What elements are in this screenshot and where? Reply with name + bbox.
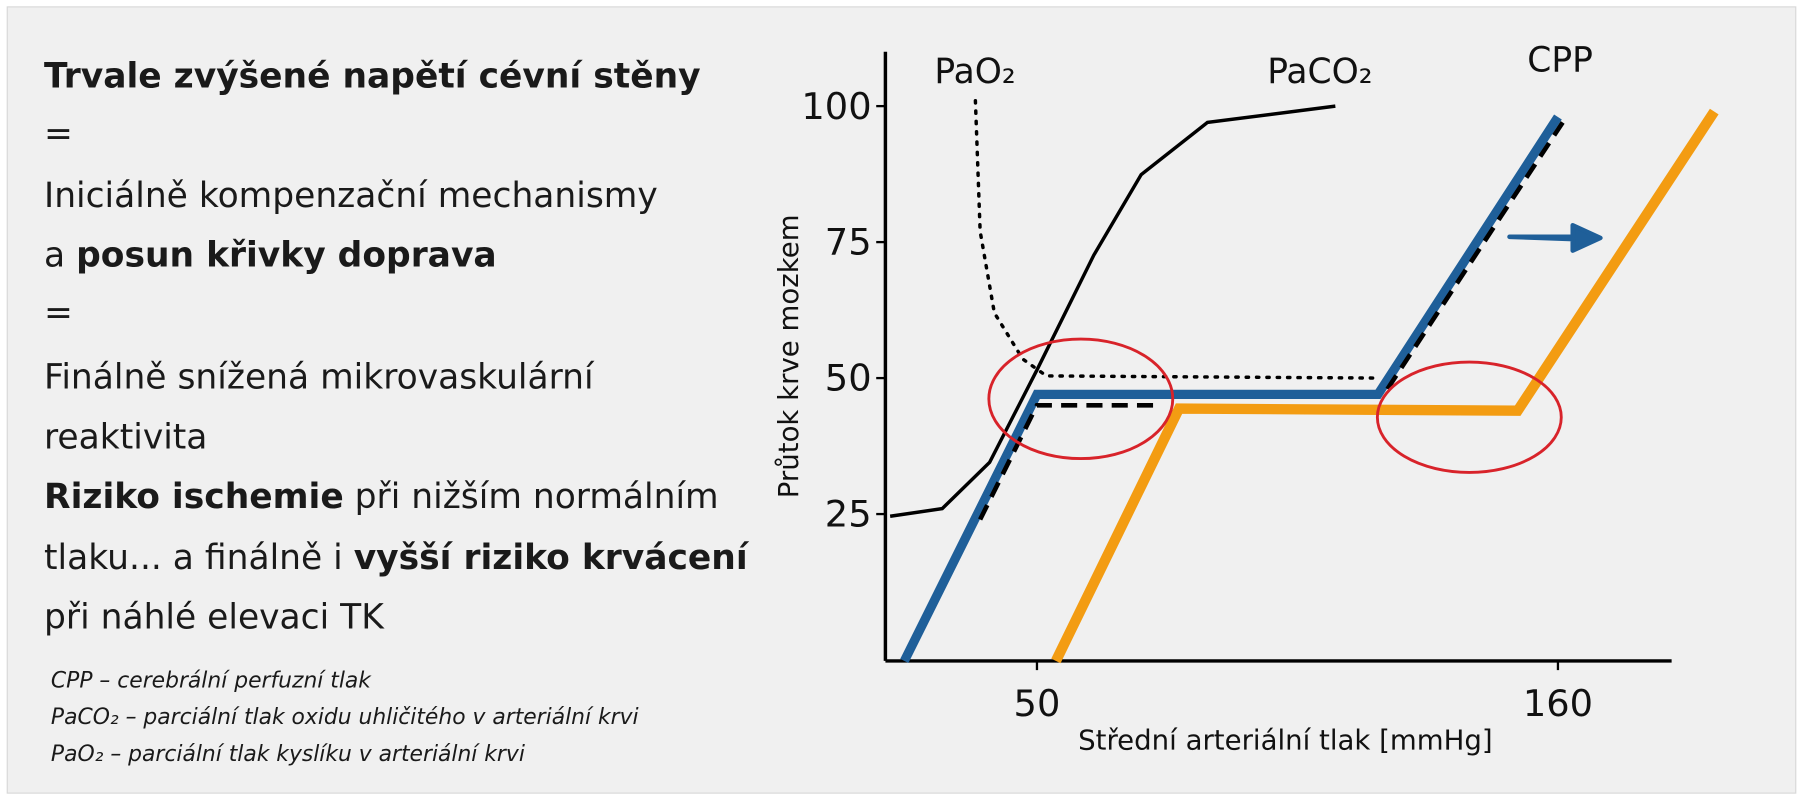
series-line bbox=[973, 98, 1380, 380]
y-tick-label: 100 bbox=[801, 85, 871, 128]
x-tick-label: 160 bbox=[1523, 682, 1593, 725]
plot: 25 50 75 100 50 160 Střední arteriální tlak [m… bbox=[772, 40, 1719, 756]
text: Finálně snížená mikrovaskulární bbox=[44, 358, 595, 398]
y-tick-label: 25 bbox=[825, 493, 872, 536]
text: při nižším normálním bbox=[344, 477, 719, 517]
text: reaktivita bbox=[44, 417, 207, 457]
left-text: Trvale zvýšené napětí cévní stěny = Inic… bbox=[44, 56, 750, 767]
text: tlaku... a finálně i bbox=[44, 538, 354, 578]
text: = bbox=[44, 114, 73, 154]
text-bold: vyšší riziko krvácení bbox=[354, 538, 750, 578]
highlight-ellipse bbox=[1375, 360, 1563, 474]
series-line bbox=[978, 121, 1565, 521]
x-tick-label: 50 bbox=[1014, 682, 1061, 725]
text-line: tlaku... a finálně i vyšší riziko krváce… bbox=[44, 538, 750, 578]
y-tick-label: 50 bbox=[825, 357, 872, 400]
series-line bbox=[900, 114, 1562, 663]
annotations bbox=[987, 222, 1603, 474]
text-bold: posun křivky doprava bbox=[76, 236, 497, 276]
series-label: CPP bbox=[1527, 40, 1593, 80]
y-tick-label: 75 bbox=[825, 221, 872, 264]
text-line: = bbox=[44, 293, 73, 333]
text-line: Trvale zvýšené napětí cévní stěny bbox=[44, 56, 701, 96]
x-axis-label: Střední arteriální tlak [mmHg] bbox=[1078, 723, 1493, 756]
text: = bbox=[44, 293, 73, 333]
series-label: PaCO₂ bbox=[1267, 52, 1372, 92]
shift-arrow bbox=[1507, 222, 1603, 253]
text-line: při náhlé elevaci TK bbox=[44, 598, 385, 638]
text-line: Iniciálně kompenzační mechanismy bbox=[44, 176, 658, 216]
text-bold: Trvale zvýšené napětí cévní stěny bbox=[44, 56, 701, 96]
text-line: Riziko ischemie při nižším normálním bbox=[44, 477, 719, 517]
text-line: Finálně snížená mikrovaskulární bbox=[44, 358, 595, 398]
text: Iniciálně kompenzační mechanismy bbox=[44, 176, 658, 216]
text: při náhlé elevaci TK bbox=[44, 598, 385, 638]
y-axis-label: Průtok krve mozkem bbox=[772, 214, 805, 498]
series-line bbox=[889, 104, 1336, 518]
highlight-ellipse bbox=[987, 337, 1175, 461]
footnote: PaO₂ – parciální tlak kyslíku v arteriál… bbox=[51, 742, 525, 767]
series-label: PaO₂ bbox=[934, 52, 1015, 92]
text-line: a posun křivky doprava bbox=[44, 236, 497, 276]
footnote: PaCO₂ – parciální tlak oxidu uhličitého … bbox=[51, 705, 639, 730]
text-line: reaktivita bbox=[44, 417, 207, 457]
text: a bbox=[44, 236, 76, 276]
series-line bbox=[1051, 108, 1719, 664]
text-line: = bbox=[44, 114, 73, 154]
text-bold: Riziko ischemie bbox=[44, 477, 344, 517]
footnote: CPP – cerebrální perfuzní tlak bbox=[51, 668, 372, 693]
